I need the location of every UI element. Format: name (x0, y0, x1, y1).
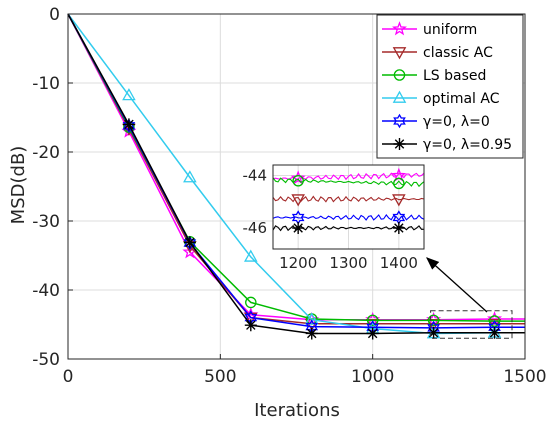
inset-series-line (272, 213, 425, 222)
inset-data-point (392, 222, 405, 234)
legend-label: uniform (423, 22, 477, 38)
main-axes: 0 500 1000 1500 0 -10 -20 -30 -40 -50 (32, 5, 546, 387)
y-tick-label: -50 (32, 350, 60, 370)
inset-series-2 (272, 194, 425, 207)
inset-y-tick-label: -46 (243, 219, 268, 237)
legend-label: γ=0, λ=0.95 (423, 137, 512, 153)
series-5 (67, 13, 525, 340)
legend-label: LS based (423, 68, 486, 84)
y-tick-label: 0 (49, 5, 60, 25)
y-tick-label: -20 (32, 143, 60, 163)
x-axis-label: Iterations (254, 400, 340, 421)
legend-swatch-marker (393, 138, 406, 150)
legend-swatch-marker (392, 47, 407, 60)
data-point (305, 327, 318, 340)
inset-data-point (292, 174, 304, 187)
inset-data-point (290, 170, 306, 185)
legend-entry-0: uniform (382, 21, 477, 38)
inset-y-tick-label: -44 (243, 167, 268, 185)
inset-series-1 (272, 174, 425, 190)
data-point (243, 249, 258, 262)
inset-series-line (272, 195, 425, 203)
inset-x-tick-label: 1400 (380, 254, 418, 272)
y-axis-label: MSD(dB) (8, 146, 29, 225)
legend-entry-1: classic AC (382, 45, 493, 61)
inset-data-point (392, 194, 406, 207)
data-point (427, 314, 440, 327)
x-tick-label: 0 (63, 367, 74, 387)
inset-data-point (393, 177, 405, 190)
data-point (366, 327, 379, 340)
inset-chart: 1200 1300 1400 -44 -46 (243, 164, 425, 272)
y-tick-label: -10 (32, 74, 60, 94)
data-point (366, 314, 379, 327)
legend-swatch-marker (393, 113, 406, 129)
zoom-box (430, 310, 513, 339)
legend-entry-3: optimal AC (382, 90, 500, 107)
y-tick-label: -40 (32, 281, 60, 301)
y-tick-label: -30 (32, 212, 60, 232)
inset-data-point (291, 194, 305, 207)
inset-series-4 (272, 222, 424, 234)
legend-box (376, 14, 524, 159)
data-point (304, 312, 319, 325)
data-point (122, 88, 136, 101)
legend: uniform classic AC LS based optimal AC γ=0, … (376, 14, 524, 159)
legend-swatch-marker (392, 21, 407, 36)
data-point (122, 118, 136, 134)
zoom-annotation (426, 257, 513, 339)
data-point (122, 118, 135, 131)
plot-frame (67, 13, 526, 360)
legend-entry-4: γ=0, λ=0 (382, 113, 490, 130)
data-point (244, 319, 257, 332)
x-tick-label: 1000 (351, 367, 394, 387)
main-series (67, 13, 525, 340)
data-point (183, 170, 197, 183)
x-tick-label: 1500 (503, 367, 546, 387)
zoom-arrow (426, 257, 488, 313)
inset-series-line (272, 177, 425, 188)
data-point (488, 326, 501, 339)
data-point (245, 296, 257, 309)
inset-data-point (292, 222, 305, 234)
inset-frame (272, 164, 425, 250)
inset-x-tick-label: 1300 (329, 254, 367, 272)
inset-x-tick-label: 1200 (279, 254, 317, 272)
data-point (183, 235, 197, 251)
legend-swatch-marker (392, 90, 407, 103)
legend-label: γ=0, λ=0 (423, 114, 490, 130)
x-tick-label: 500 (204, 367, 236, 387)
legend-entry-2: LS based (382, 68, 486, 84)
legend-swatch-marker (393, 69, 406, 81)
data-point (427, 326, 440, 339)
data-point (183, 236, 196, 249)
legend-label: optimal AC (423, 91, 500, 107)
legend-entry-5: γ=0, λ=0.95 (382, 137, 512, 153)
legend-label: classic AC (423, 45, 493, 61)
